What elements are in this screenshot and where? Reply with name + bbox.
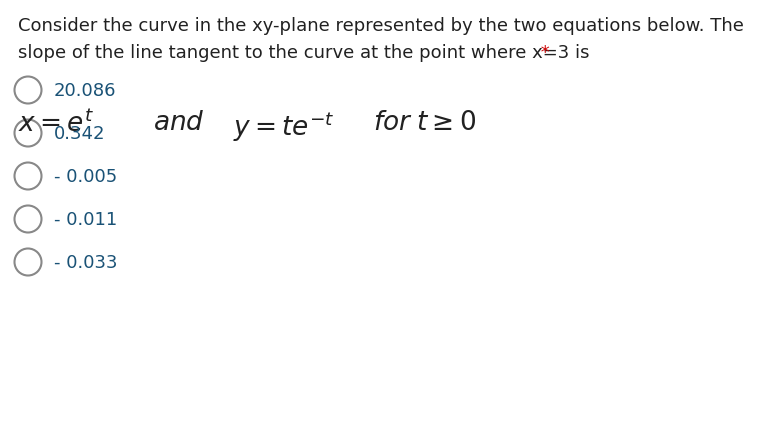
- Text: $\mathit{y} = \mathit{t}e^{-\mathit{t}}$: $\mathit{y} = \mathit{t}e^{-\mathit{t}}$: [233, 110, 335, 144]
- Text: $\mathit{and}$: $\mathit{and}$: [153, 110, 205, 136]
- Text: - 0.011: - 0.011: [54, 210, 117, 228]
- Text: *: *: [535, 44, 550, 62]
- Text: slope of the line tangent to the curve at the point where x=3 is: slope of the line tangent to the curve a…: [18, 44, 590, 62]
- Text: Consider the curve in the xy-plane represented by the two equations below. The: Consider the curve in the xy-plane repre…: [18, 17, 744, 35]
- Text: 20.086: 20.086: [54, 82, 116, 100]
- Text: $\mathit{x} = e^{t}$: $\mathit{x} = e^{t}$: [18, 110, 94, 138]
- Text: $\mathit{for}\;\mathit{t} \geq 0$: $\mathit{for}\;\mathit{t} \geq 0$: [373, 110, 476, 136]
- Text: 0.342: 0.342: [54, 125, 105, 143]
- Text: - 0.005: - 0.005: [54, 167, 117, 186]
- Text: - 0.033: - 0.033: [54, 253, 117, 271]
